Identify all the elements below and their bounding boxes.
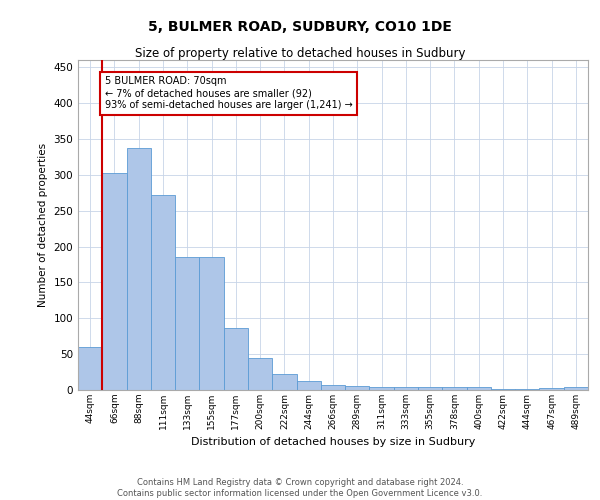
- Bar: [370, 387, 394, 390]
- Bar: [199, 258, 224, 390]
- Bar: [442, 387, 467, 390]
- Bar: [151, 195, 175, 390]
- Text: 5, BULMER ROAD, SUDBURY, CO10 1DE: 5, BULMER ROAD, SUDBURY, CO10 1DE: [148, 20, 452, 34]
- Text: Size of property relative to detached houses in Sudbury: Size of property relative to detached ho…: [135, 48, 465, 60]
- Bar: [224, 328, 248, 390]
- Bar: [175, 258, 199, 390]
- Bar: [539, 388, 564, 390]
- Bar: [78, 347, 102, 390]
- Bar: [272, 374, 296, 390]
- Bar: [564, 387, 588, 390]
- Bar: [394, 387, 418, 390]
- Bar: [418, 387, 442, 390]
- X-axis label: Distribution of detached houses by size in Sudbury: Distribution of detached houses by size …: [191, 438, 475, 448]
- Text: Contains HM Land Registry data © Crown copyright and database right 2024.
Contai: Contains HM Land Registry data © Crown c…: [118, 478, 482, 498]
- Bar: [467, 387, 491, 390]
- Text: 5 BULMER ROAD: 70sqm
← 7% of detached houses are smaller (92)
93% of semi-detach: 5 BULMER ROAD: 70sqm ← 7% of detached ho…: [105, 76, 352, 110]
- Bar: [345, 386, 370, 390]
- Bar: [296, 382, 321, 390]
- Bar: [321, 385, 345, 390]
- Bar: [102, 174, 127, 390]
- Bar: [127, 148, 151, 390]
- Bar: [248, 358, 272, 390]
- Y-axis label: Number of detached properties: Number of detached properties: [38, 143, 48, 307]
